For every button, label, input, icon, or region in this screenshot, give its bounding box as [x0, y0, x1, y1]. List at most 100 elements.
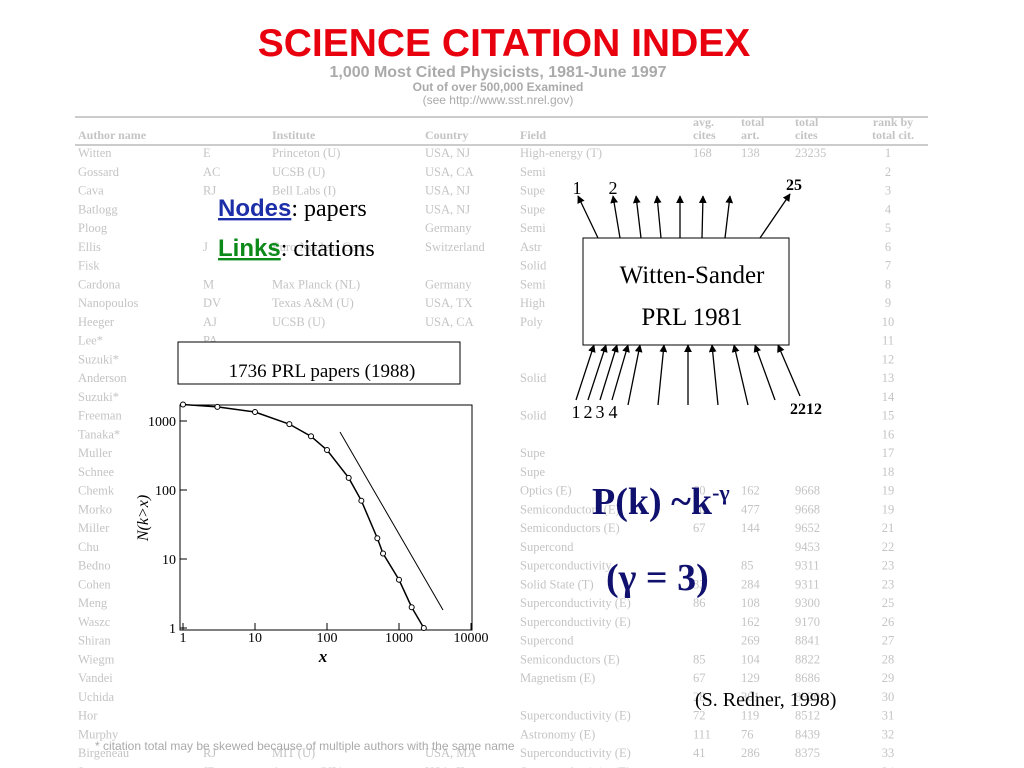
y-axis-label: N(k>x)	[135, 495, 152, 542]
table-cell: 31	[882, 709, 895, 723]
table-cell: Waszc	[78, 615, 111, 629]
table-cell: 269	[741, 634, 760, 648]
node-label: 25	[786, 177, 802, 194]
dataset-label: 1736 PRL papers (1988)	[229, 361, 416, 382]
column-header: Field	[520, 128, 546, 142]
data-point	[374, 535, 381, 542]
y-tick-label: 1000	[148, 415, 176, 430]
table-cell: Astronomy (E)	[520, 727, 595, 741]
nodes-label: Nodes	[218, 195, 291, 222]
table-cell: 5	[885, 221, 891, 235]
diagram: Witten-Sander PRL 1981 1 2 25 1 2 3 4 22…	[565, 172, 830, 440]
table-cell: High	[520, 296, 546, 310]
table-cell: Solid	[520, 371, 547, 385]
x-tick-label: 1000	[385, 631, 413, 646]
table-cell: Ploog	[78, 221, 108, 235]
table-cell: 23	[882, 577, 895, 591]
subtitle: (see http://www.sst.nrel.gov)	[423, 93, 574, 107]
table-cell: 7	[885, 259, 891, 273]
table-cell: Anderson	[78, 371, 127, 385]
table-cell: 30	[882, 690, 895, 704]
table-cell: 9300	[795, 596, 820, 610]
table-cell: 286	[741, 746, 760, 760]
table-cell: 11	[882, 334, 894, 348]
column-header: Institute	[272, 128, 316, 142]
table-cell: 16	[882, 427, 895, 441]
table-cell: 22	[882, 540, 895, 554]
formula-law: P(k) ~k	[592, 481, 713, 523]
table-cell: Superconductivity (E)	[520, 596, 631, 610]
x-tick-label: 1	[180, 631, 187, 646]
formula: P(k) ~k-γ	[592, 480, 730, 523]
table-cell: USA, TX	[425, 296, 473, 310]
table-cell: Semi	[520, 165, 546, 179]
data-point	[408, 604, 415, 611]
table-cell: RJ	[203, 746, 216, 760]
links-desc: : citations	[281, 236, 375, 262]
table-cell: 28	[882, 652, 895, 666]
data-point	[380, 550, 387, 557]
table-cell: Tanaka*	[78, 427, 120, 441]
x-tick-label: 10000	[454, 631, 489, 646]
data-point	[308, 433, 315, 440]
table-cell: Superconductivity (E)	[520, 709, 631, 723]
table-cell: 72	[693, 709, 706, 723]
table-cell: Vandei	[78, 671, 113, 685]
table-cell: 9311	[795, 577, 820, 591]
table-cell: 32	[882, 727, 895, 741]
x-tick-label: 10	[248, 631, 262, 646]
table-cell: Switzerland	[425, 240, 485, 254]
table-cell: Germany	[425, 277, 472, 291]
table-cell: Chu	[78, 540, 100, 554]
table-cell: Supercond	[520, 634, 574, 648]
plot: x N(k>x) 1 10 100 1000 10000 1 10 100 1000	[135, 400, 492, 668]
table-cell: 9668	[795, 502, 820, 516]
node-label: 4	[609, 402, 618, 422]
table-cell: Schnee	[78, 465, 115, 479]
column-header: cites	[795, 128, 818, 142]
table-cell: Argonne (NL)	[272, 765, 344, 768]
table-cell: 20	[693, 502, 706, 516]
table-cell: 138	[741, 146, 760, 160]
table-cell: Superconductivity (E)	[520, 746, 631, 760]
table-cell: 8822	[795, 652, 820, 666]
formula-exp: -γ	[712, 480, 730, 505]
table-cell: Cardona	[78, 277, 121, 291]
table-cell: Semiconductors (E)	[520, 521, 620, 535]
table-cell: 85	[693, 652, 706, 666]
table-cell: 104	[741, 652, 761, 666]
plot-frame	[179, 404, 473, 631]
y-tick-label: 10	[162, 553, 176, 568]
table-cell: Bell Labs (I)	[272, 184, 336, 198]
node-label: 3	[596, 402, 605, 422]
table-cell: AJ	[203, 315, 217, 329]
column-header: total	[741, 115, 765, 129]
table-cell: 10	[882, 315, 895, 329]
x-tick-label: 100	[317, 631, 338, 646]
table-cell: UCSB (U)	[272, 165, 325, 179]
x-axis-label: x	[318, 647, 328, 666]
data-point	[180, 401, 186, 408]
table-cell: 23	[882, 559, 895, 573]
table-cell: 86	[693, 596, 706, 610]
table-cell: Semi	[520, 277, 546, 291]
table-cell: 144	[741, 521, 761, 535]
table-cell: Superconductivity (E)	[520, 765, 631, 768]
table-cell: Jorgensen	[78, 765, 129, 768]
table-cell: Chemk	[78, 484, 115, 498]
table-cell: 34	[882, 765, 895, 768]
paper-box	[582, 237, 790, 346]
table-cell: 6	[885, 240, 891, 254]
table-cell: 14	[882, 390, 895, 404]
column-header: Country	[425, 128, 468, 142]
table-cell: Freeman	[78, 409, 122, 423]
y-tick-label: 1	[169, 622, 176, 637]
table-cell: 85	[741, 559, 754, 573]
table-cell: 33	[882, 746, 895, 760]
column-header: total cit.	[872, 128, 914, 142]
table-cell: Euro Nuclear Cent.	[272, 240, 369, 254]
table-cell: High-energy (T)	[520, 146, 602, 160]
table-cell: 33	[693, 577, 706, 591]
table-cell: Shiran	[78, 634, 111, 648]
table-cell: USA, NJ	[425, 202, 470, 216]
